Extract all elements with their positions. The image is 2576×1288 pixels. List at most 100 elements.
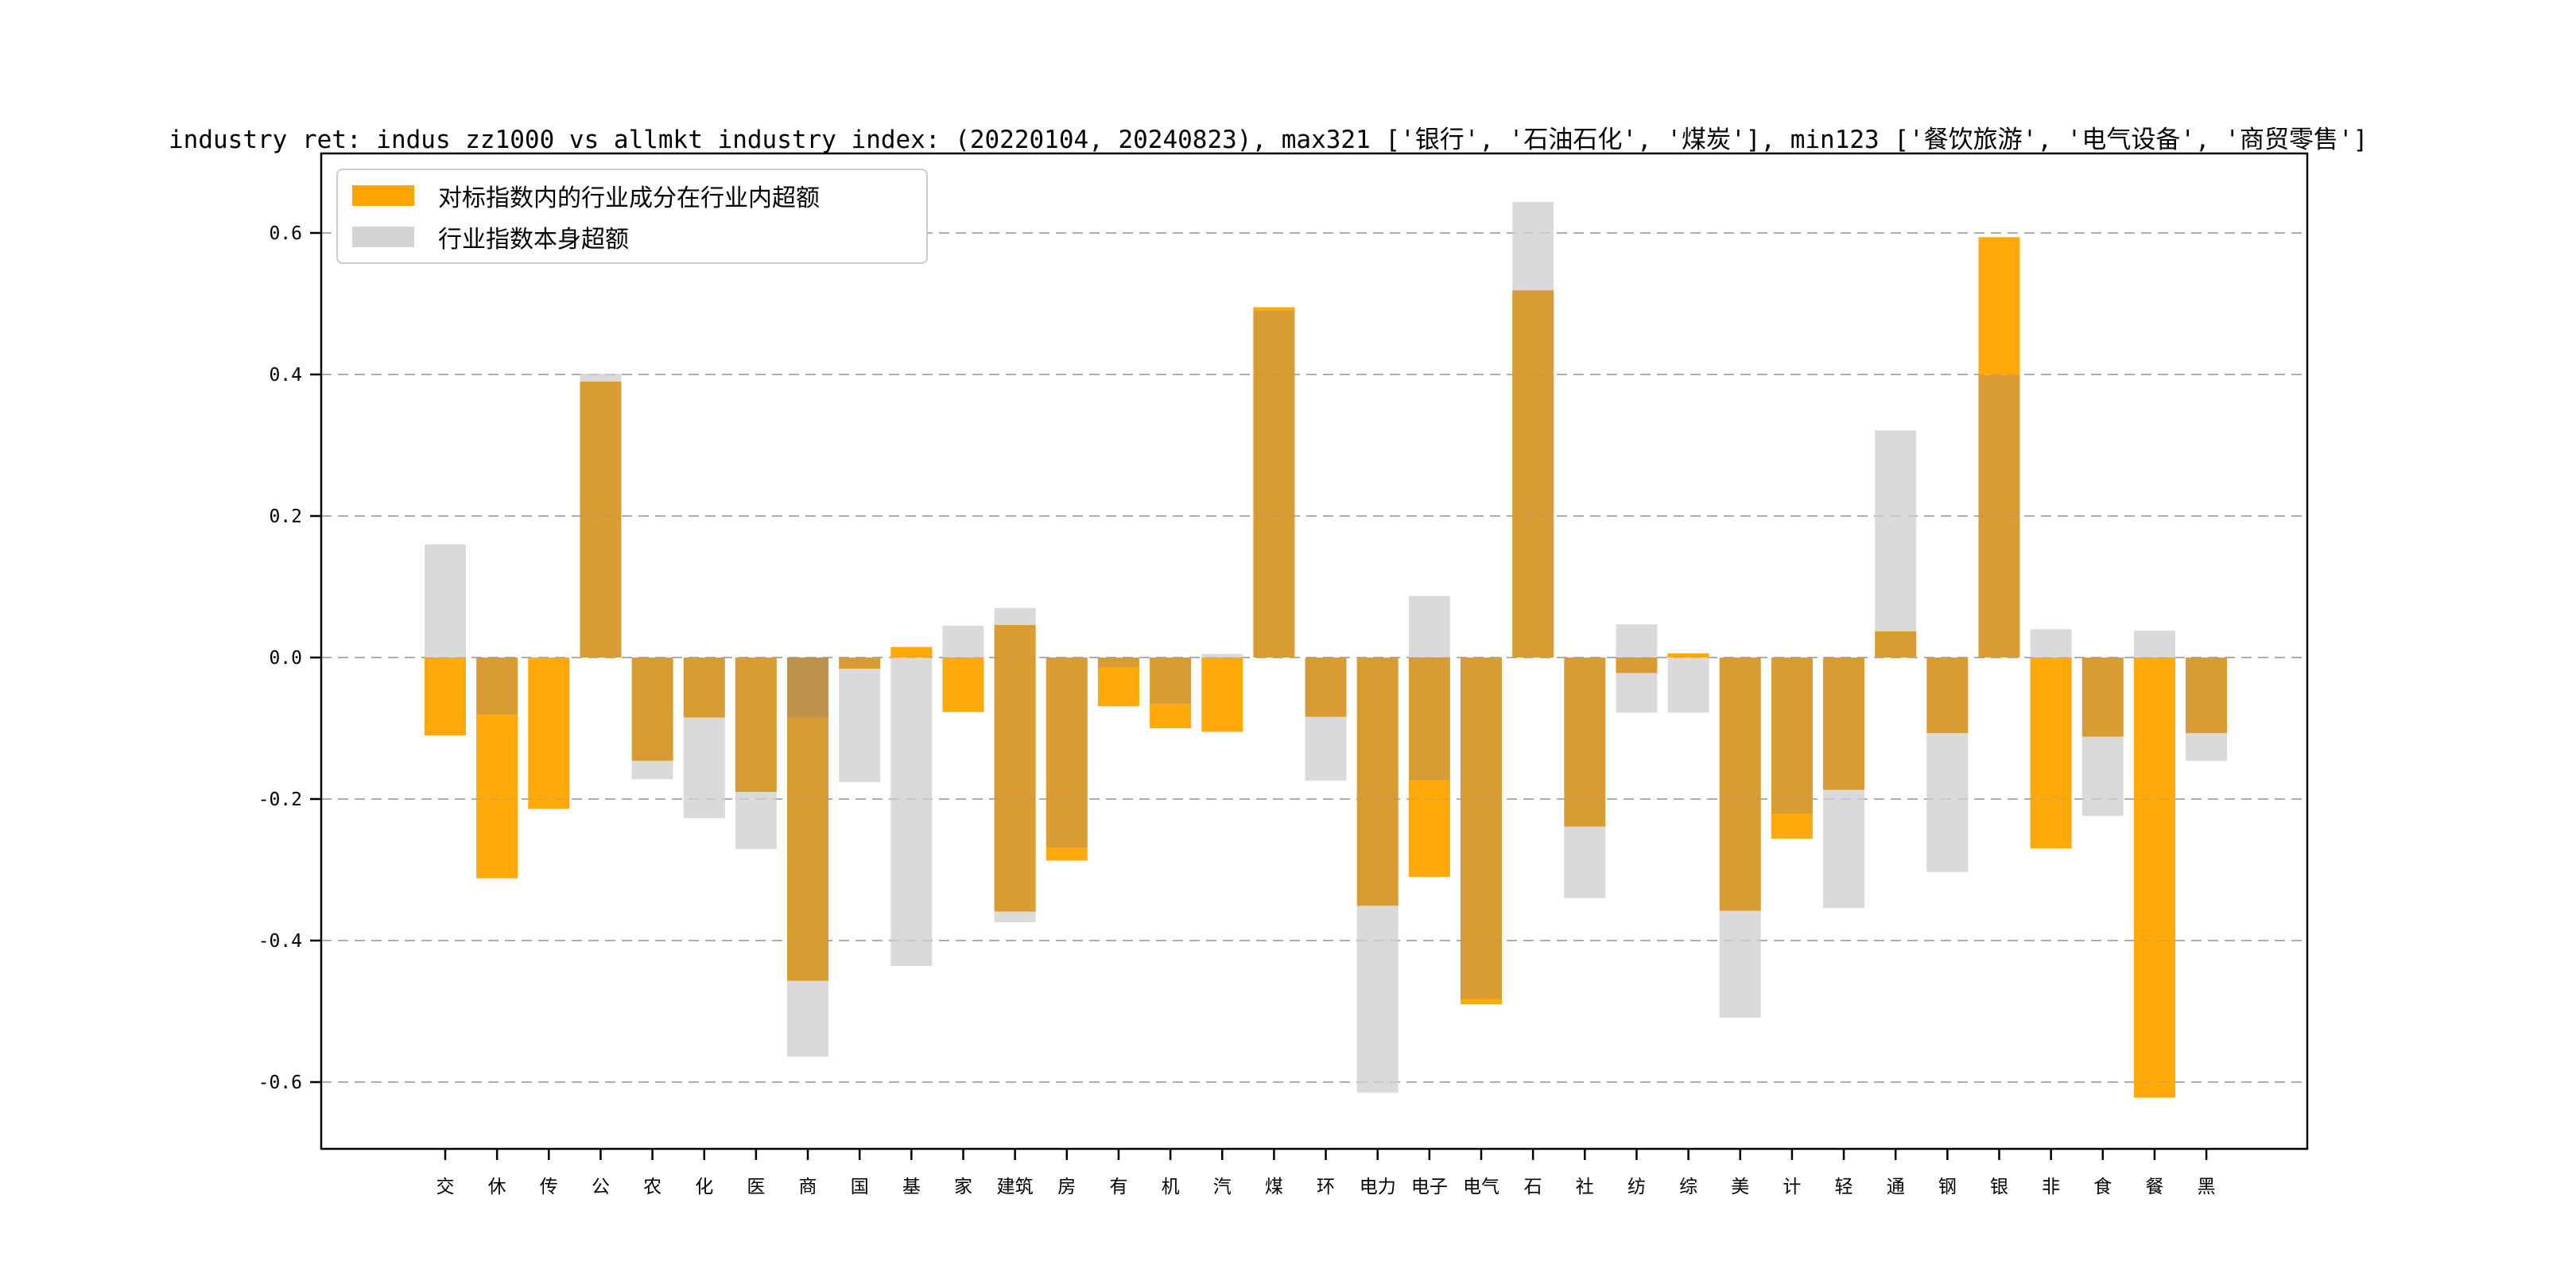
x-tick-label-环: 环 bbox=[1317, 1177, 1335, 1197]
legend-label-gray: 行业指数本身超额 bbox=[438, 226, 629, 254]
x-tick-label-社: 社 bbox=[1576, 1177, 1594, 1197]
x-tick-label-有: 有 bbox=[1109, 1177, 1127, 1197]
x-tick-label-美: 美 bbox=[1731, 1177, 1749, 1197]
legend: 对标指数内的行业成分在行业内超额 行业指数本身超额 bbox=[336, 169, 928, 264]
bar-segment-环 bbox=[1305, 716, 1347, 781]
orange-swatch-icon bbox=[352, 185, 414, 206]
bar-segment-房 bbox=[1046, 658, 1088, 848]
bar-segment-化 bbox=[683, 717, 725, 819]
bar-segment-钢 bbox=[1926, 658, 1969, 734]
legend-entry-orange: 对标指数内的行业成分在行业内超额 bbox=[352, 178, 912, 213]
bar-segment-医 bbox=[735, 792, 777, 850]
bar-segment-电子 bbox=[1408, 780, 1450, 877]
x-tick-label-食: 食 bbox=[2093, 1177, 2112, 1197]
bar-segment-纺 bbox=[1616, 624, 1658, 658]
x-tick-label-纺: 纺 bbox=[1627, 1177, 1646, 1197]
gray-swatch-icon bbox=[352, 227, 414, 247]
bar-segment-交 bbox=[425, 658, 466, 735]
bar-segment-轻 bbox=[1823, 658, 1865, 790]
bar-segment-综 bbox=[1667, 653, 1709, 658]
bar-segment-纺 bbox=[1616, 673, 1658, 713]
legend-entry-gray: 行业指数本身超额 bbox=[352, 219, 912, 254]
x-tick-label-电子: 电子 bbox=[1411, 1177, 1448, 1197]
bar-segment-公 bbox=[580, 381, 622, 658]
x-tick-label-餐: 餐 bbox=[2145, 1177, 2163, 1197]
bar-segment-通 bbox=[1875, 430, 1917, 632]
bar-segment-农 bbox=[631, 760, 673, 780]
bar-segment-煤 bbox=[1253, 310, 1295, 658]
x-tick-label-公: 公 bbox=[592, 1177, 610, 1197]
bar-segment-商 bbox=[787, 980, 829, 1057]
x-tick-label-汽: 汽 bbox=[1213, 1177, 1232, 1197]
bar-segment-化 bbox=[683, 658, 725, 718]
x-tick-label-电气: 电气 bbox=[1463, 1177, 1499, 1197]
bar-segment-食 bbox=[2081, 736, 2124, 817]
x-tick-label-钢: 钢 bbox=[1938, 1177, 1957, 1197]
x-tick-label-机: 机 bbox=[1162, 1177, 1180, 1197]
bar-segment-食 bbox=[2081, 658, 2124, 737]
x-tick-label-煤: 煤 bbox=[1265, 1177, 1283, 1197]
bar-segment-美 bbox=[1719, 658, 1761, 911]
bar-segment-环 bbox=[1305, 658, 1347, 717]
bar-segment-医 bbox=[735, 658, 777, 793]
bar-segment-石 bbox=[1512, 290, 1554, 658]
bar-segment-家 bbox=[942, 658, 984, 712]
x-tick-label-石: 石 bbox=[1524, 1177, 1542, 1197]
bar-segment-汽 bbox=[1201, 654, 1243, 658]
bar-segment-非 bbox=[2030, 629, 2072, 658]
bar-segment-有 bbox=[1097, 658, 1139, 668]
x-tick-label-国: 国 bbox=[851, 1177, 869, 1197]
x-tick-label-黑: 黑 bbox=[2198, 1177, 2216, 1197]
x-tick-label-交: 交 bbox=[436, 1177, 455, 1197]
x-tick-label-休: 休 bbox=[488, 1177, 506, 1197]
bar-segment-农 bbox=[631, 658, 673, 761]
bar-segment-非 bbox=[2030, 658, 2072, 849]
y-tick-label: 0.6 bbox=[269, 223, 302, 244]
bar-segment-社 bbox=[1564, 826, 1606, 898]
y-tick-label: 0.0 bbox=[269, 648, 302, 669]
x-tick-label-基: 基 bbox=[902, 1177, 921, 1197]
x-tick-label-电力: 电力 bbox=[1360, 1177, 1396, 1197]
plot-border bbox=[320, 152, 2309, 1150]
bar-segment-公 bbox=[580, 374, 622, 382]
bar-segment-有 bbox=[1097, 667, 1139, 707]
bar-segment-机 bbox=[1150, 658, 1192, 704]
x-tick-label-轻: 轻 bbox=[1835, 1177, 1853, 1197]
bar-segment-电气 bbox=[1461, 658, 1502, 999]
bar-segment-社 bbox=[1564, 658, 1606, 827]
bar-segment-黑 bbox=[2186, 658, 2228, 734]
x-tick-label-建筑: 建筑 bbox=[997, 1177, 1034, 1197]
bar-segment-石 bbox=[1512, 201, 1554, 291]
bar-segment-通 bbox=[1875, 631, 1917, 658]
x-tick-label-计: 计 bbox=[1783, 1177, 1801, 1197]
x-tick-label-医: 医 bbox=[747, 1177, 765, 1197]
bar-segment-家 bbox=[942, 625, 984, 658]
bar-segment-国 bbox=[839, 658, 881, 669]
bar-segment-电子 bbox=[1408, 596, 1450, 658]
bar-segment-建筑 bbox=[994, 607, 1036, 626]
legend-label-orange: 对标指数内的行业成分在行业内超额 bbox=[438, 184, 820, 212]
x-tick-label-商: 商 bbox=[799, 1177, 817, 1197]
bar-segment-休 bbox=[476, 715, 518, 879]
bar-segment-国 bbox=[839, 669, 881, 782]
bar-segment-建筑 bbox=[994, 625, 1036, 912]
bar-segment-美 bbox=[1719, 910, 1761, 1018]
bar-segment-商 bbox=[787, 658, 829, 718]
bar-segment-纺 bbox=[1616, 658, 1658, 673]
y-tick-label: 0.4 bbox=[269, 365, 302, 386]
bar-segment-电力 bbox=[1356, 658, 1399, 906]
x-tick-label-通: 通 bbox=[1887, 1177, 1905, 1197]
bar-segment-黑 bbox=[2186, 733, 2228, 761]
bar-segment-电力 bbox=[1356, 906, 1399, 1093]
x-tick-label-农: 农 bbox=[643, 1177, 661, 1197]
bar-segment-商 bbox=[787, 717, 829, 981]
bar-segment-计 bbox=[1771, 658, 1813, 814]
bar-segment-银 bbox=[1978, 374, 2020, 658]
x-tick-label-传: 传 bbox=[540, 1177, 558, 1197]
bar-segment-房 bbox=[1046, 848, 1088, 861]
x-tick-label-化: 化 bbox=[695, 1177, 713, 1197]
x-tick-label-家: 家 bbox=[954, 1177, 972, 1197]
bar-segment-计 bbox=[1771, 813, 1813, 839]
